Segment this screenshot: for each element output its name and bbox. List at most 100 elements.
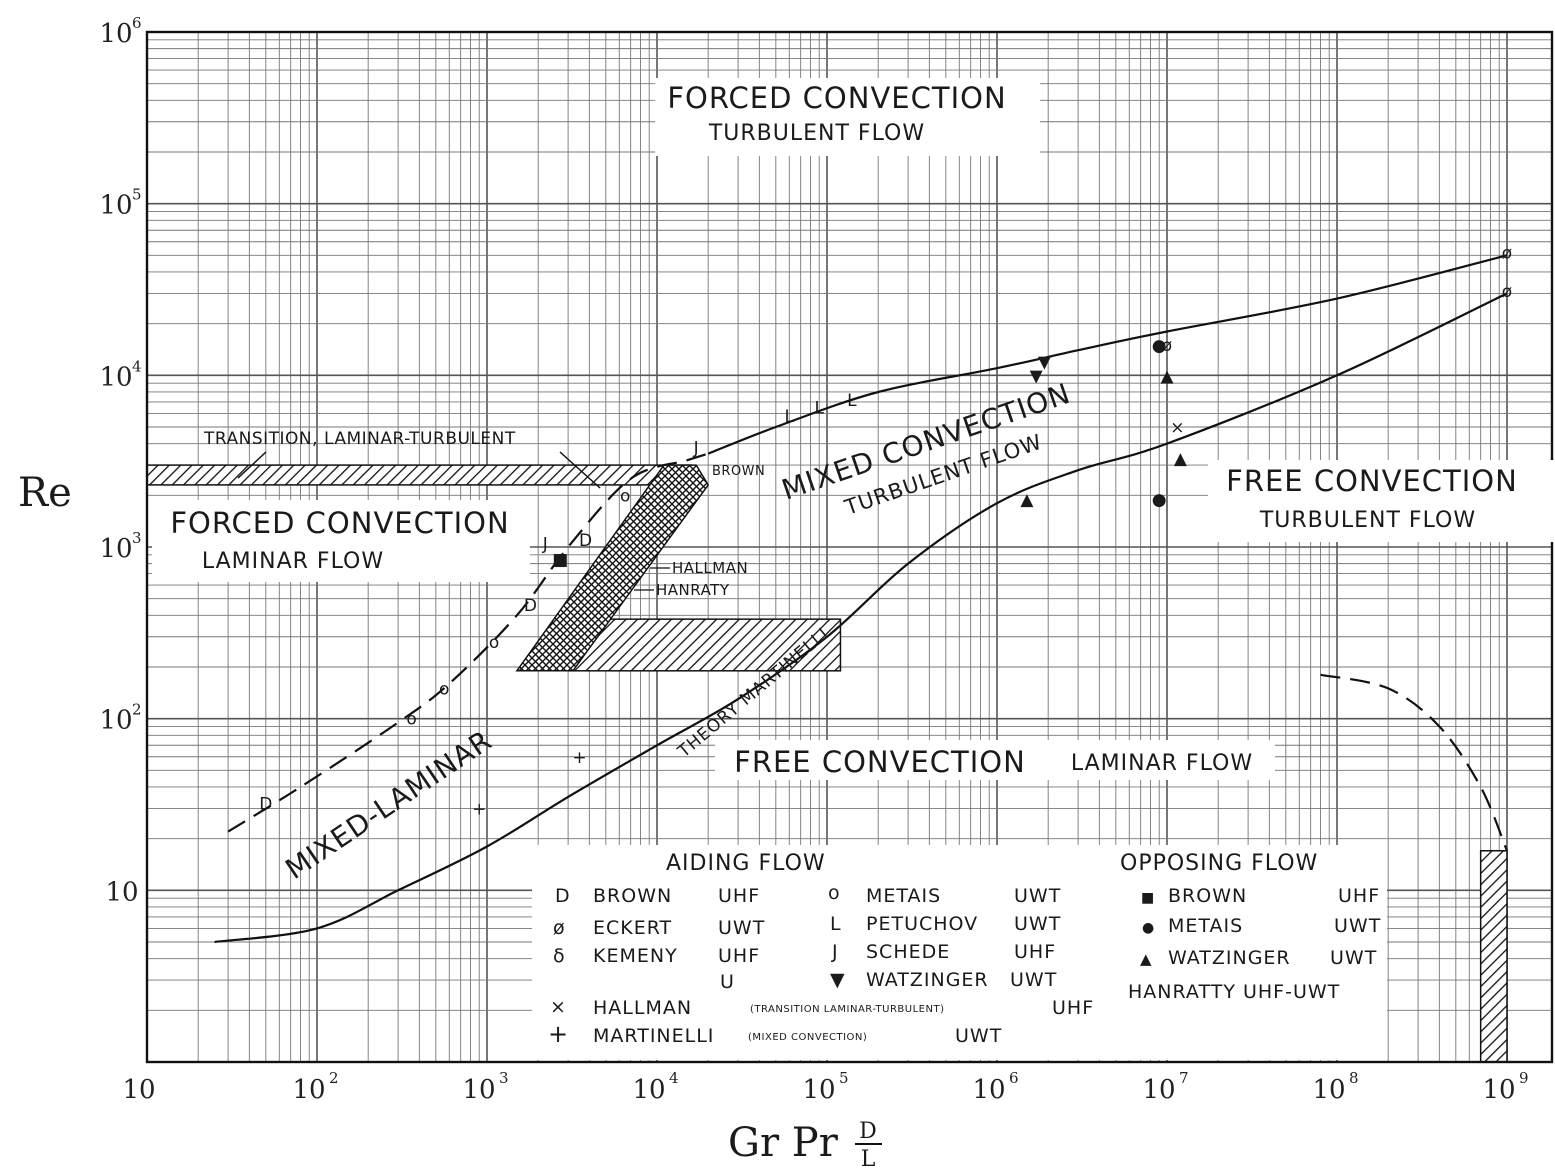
legend-cond: UWT <box>1014 913 1061 935</box>
data-point: D <box>524 596 537 616</box>
region-subtitle: LAMINAR FLOW <box>1071 751 1253 776</box>
data-point: J <box>693 438 699 458</box>
series-line <box>1320 673 1509 852</box>
x-axis-label-denominator: L <box>861 1147 876 1172</box>
legend-hanratty: HANRATTY UHF-UWT <box>1128 981 1340 1003</box>
legend-cond: UHF <box>718 885 760 907</box>
hatched-band <box>567 618 842 672</box>
y-tick-exponent: 3 <box>132 529 142 547</box>
hatched-band <box>515 464 710 672</box>
region-forced-turbulent: FORCED CONVECTION TURBULENT FLOW <box>667 81 1006 146</box>
y-tick-label: 10 <box>99 191 132 221</box>
legend-name: KEMENY <box>593 945 678 967</box>
region-subtitle: LAMINAR FLOW <box>202 549 384 574</box>
data-point: ▲ <box>1020 490 1034 510</box>
legend-cond: UWT <box>1014 885 1061 907</box>
data-point: ▲ <box>1160 366 1174 386</box>
x-tick-exponent: 5 <box>839 1069 849 1087</box>
data-point: L <box>814 398 824 418</box>
data-point: o <box>620 486 630 506</box>
legend-symbol: ▼ <box>830 969 845 991</box>
region-title: FREE CONVECTION <box>1226 464 1518 498</box>
legend-cond: UHF <box>718 945 760 967</box>
legend-cond: UWT <box>955 1025 1002 1047</box>
legend-entry: ▲ WATZINGER UWT <box>1140 947 1377 969</box>
x-axis-label-main: Gr Pr <box>728 1120 839 1166</box>
legend-symbol: ■ <box>1141 890 1154 906</box>
legend-name: MARTINELLI <box>593 1025 714 1047</box>
boundary-curves <box>214 254 1509 944</box>
legend-name: SCHEDE <box>866 941 950 963</box>
x-tick-exponent: 6 <box>1009 1069 1019 1087</box>
region-title: FORCED CONVECTION <box>667 81 1006 115</box>
region-subtitle: TURBULENT FLOW <box>1259 508 1476 533</box>
region-free-turbulent: FREE CONVECTION TURBULENT FLOW <box>1226 464 1518 533</box>
region-subtitle: TURBULENT FLOW <box>708 121 925 146</box>
annotation-transition: TRANSITION, LAMINAR-TURBULENT <box>203 429 516 449</box>
data-point: ø <box>1162 336 1172 356</box>
y-tick-exponent: 5 <box>132 186 142 204</box>
x-tick-label: 10 <box>972 1075 1005 1105</box>
data-point: o <box>406 710 416 730</box>
legend-cond: UWT <box>1010 969 1057 991</box>
region-title: FREE CONVECTION <box>734 745 1026 779</box>
legend-cond: UWT <box>1334 915 1381 937</box>
legend-cond: UHF <box>1052 997 1094 1019</box>
y-axis-label: Re <box>18 470 72 516</box>
legend-name: METAIS <box>1168 915 1243 937</box>
legend-note: (TRANSITION LAMINAR-TURBULENT) <box>750 1004 944 1015</box>
data-point: ▼ <box>1030 366 1044 386</box>
x-tick-exponent: 4 <box>669 1069 679 1087</box>
legend-name: BROWN <box>593 885 672 907</box>
legend-name: METAIS <box>866 885 941 907</box>
plot-frame <box>145 30 1554 1064</box>
transition-leader-right <box>559 451 601 489</box>
legend-symbol: L <box>830 913 841 935</box>
region-label-box <box>715 740 1275 780</box>
x-tick-exponent: 9 <box>1519 1069 1529 1087</box>
annotation-hanraty: HANRATY <box>656 581 730 599</box>
data-point: L <box>785 407 795 427</box>
data-point: ø <box>1502 282 1512 302</box>
legend-symbol: δ <box>553 945 565 967</box>
y-tick-exponent: 6 <box>132 14 142 32</box>
annotation-brown: BROWN <box>712 464 765 479</box>
legend-entry: D BROWN UHF <box>555 885 760 907</box>
legend-symbol: o <box>828 882 840 904</box>
data-point: ● <box>1152 490 1167 510</box>
y-tick-exponent: 4 <box>132 357 142 375</box>
y-tick-label: 10 <box>99 534 132 564</box>
region-title: FORCED CONVECTION <box>170 506 509 540</box>
series-line <box>707 254 1508 455</box>
legend-symbol: ø <box>553 917 565 939</box>
region-label-box <box>1208 460 1555 542</box>
annotation-mixed-laminar: MIXED-LAMINAR <box>279 723 498 885</box>
data-point: ▼ <box>1038 353 1052 373</box>
legend-entry: ■ BROWN UHF <box>1141 885 1379 907</box>
legend-entry: × HALLMAN (TRANSITION LAMINAR-TURBULENT)… <box>550 996 1094 1019</box>
x-axis-label-numerator: D <box>859 1119 877 1144</box>
data-point: L <box>847 391 857 411</box>
x-tick-exponent: 7 <box>1179 1069 1189 1087</box>
annotation-hallman: HALLMAN <box>672 559 748 577</box>
y-tick-label: 10 <box>99 706 132 736</box>
legend-cond: UWT <box>718 917 765 939</box>
region-label-box <box>655 78 1040 156</box>
series-line <box>227 452 709 833</box>
data-point: ▲ <box>1174 449 1188 469</box>
legend-cond: UWT <box>1330 947 1377 969</box>
region-label-boxes <box>152 78 1555 780</box>
x-tick-label: 10 <box>1312 1075 1345 1105</box>
legend-cond-extra: U <box>720 971 735 993</box>
legend-symbol: ▲ <box>1140 950 1152 968</box>
region-free-laminar: FREE CONVECTION LAMINAR FLOW <box>734 745 1253 779</box>
legend: AIDING FLOW OPPOSING FLOW D BROWN UHF ø … <box>532 845 1387 1060</box>
legend-name: BROWN <box>1168 885 1247 907</box>
data-point: ■ <box>552 550 568 570</box>
data-point: o <box>489 633 499 653</box>
legend-entry: ø ECKERT UWT <box>553 917 765 939</box>
hatched-band <box>146 464 693 486</box>
x-tick-label: 10 <box>1482 1075 1515 1105</box>
